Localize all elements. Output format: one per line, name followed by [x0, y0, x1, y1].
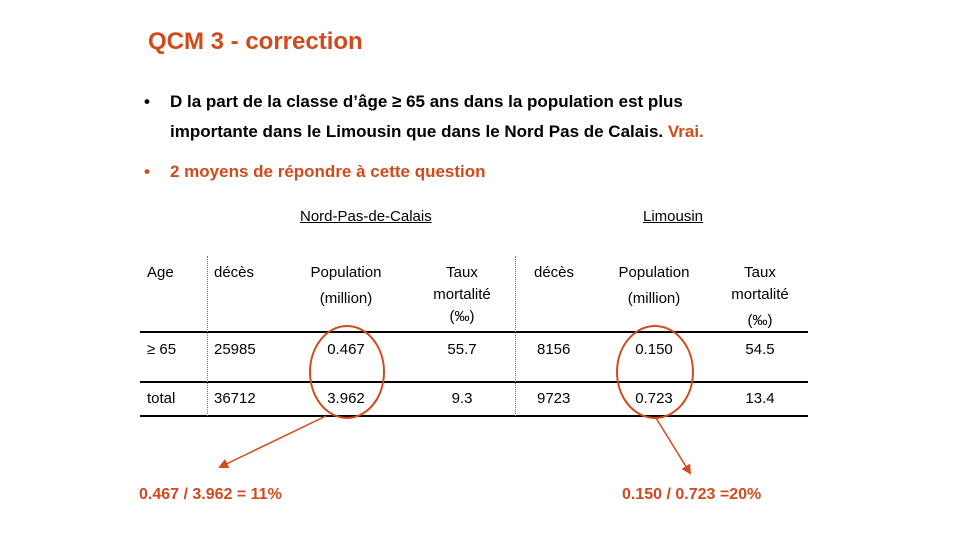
table-cell-deces-nord: 36712: [214, 390, 256, 407]
bullet-text: 2 moyens de répondre à cette question: [170, 162, 486, 181]
table-cell-pop-nord: 0.467: [327, 341, 365, 358]
header-taux-sub: mortalité: [433, 286, 491, 303]
table-cell-taux-limousin: 54.5: [745, 341, 775, 358]
verdict-text: Vrai.: [667, 122, 704, 141]
bullet-marker: •: [144, 92, 150, 111]
header-population-label: Population: [618, 264, 690, 281]
table-cell-pop-limousin: 0.150: [635, 341, 673, 358]
header-population-unit: (million): [319, 290, 373, 307]
table-cell-deces-limousin: 9723: [537, 390, 571, 407]
table-cell-deces-nord: 25985: [214, 341, 256, 358]
slide-title: QCM 3 - correction: [148, 28, 363, 55]
header-population-nord: Population (million): [296, 262, 396, 314]
header-taux-label: Taux: [446, 264, 478, 281]
table-rule-middle: [140, 381, 808, 383]
group-header-nord: Nord-Pas-de-Calais: [300, 208, 432, 225]
statement-line-1: D la part de la classe d’âge ≥ 65 ans da…: [170, 92, 683, 111]
header-deces-limousin: décès: [534, 264, 575, 281]
statement-line-2: importante dans le Limousin que dans le …: [170, 122, 664, 141]
header-taux-label: Taux: [744, 264, 776, 281]
arrow-limousin: [655, 417, 692, 475]
highlight-ellipse-limousin: [616, 325, 694, 419]
header-population-unit: (million): [627, 290, 681, 307]
result-limousin: 0.150 / 0.723 =20%: [622, 486, 762, 503]
column-divider: [515, 256, 516, 416]
header-taux-unit: (‰): [449, 308, 475, 325]
header-taux-nord: Taux mortalité (‰): [412, 262, 512, 328]
header-age: Age: [147, 264, 174, 281]
highlight-ellipse-nord: [309, 325, 385, 419]
header-taux-unit: (‰): [747, 312, 773, 329]
table-cell-deces-limousin: 8156: [537, 341, 571, 358]
header-taux-sub: mortalité: [731, 286, 789, 303]
table-cell-pop-limousin: 0.723: [635, 390, 673, 407]
result-nord: 0.467 / 3.962 = 11%: [139, 486, 282, 503]
table-cell-taux-nord: 9.3: [451, 390, 473, 407]
table-cell-age: ≥ 65: [147, 341, 177, 358]
header-deces-nord: décès: [214, 264, 255, 281]
group-header-limousin: Limousin: [643, 208, 704, 225]
table-cell-taux-limousin: 13.4: [745, 390, 775, 407]
header-population-limousin: Population (million): [604, 262, 704, 314]
header-taux-limousin: Taux mortalité (‰): [710, 262, 810, 336]
arrow-nord: [218, 415, 327, 469]
table-cell-age: total: [147, 390, 176, 407]
bullet-marker: •: [144, 162, 150, 181]
bullet-text: D la part de la classe d’âge ≥ 65 ans da…: [170, 87, 830, 147]
table-cell-pop-nord: 3.962: [327, 390, 365, 407]
column-divider: [207, 256, 208, 416]
table-cell-taux-nord: 55.7: [447, 341, 477, 358]
header-population-label: Population: [310, 264, 382, 281]
table-rule-top: [140, 331, 808, 333]
table-rule-bottom: [140, 415, 808, 417]
